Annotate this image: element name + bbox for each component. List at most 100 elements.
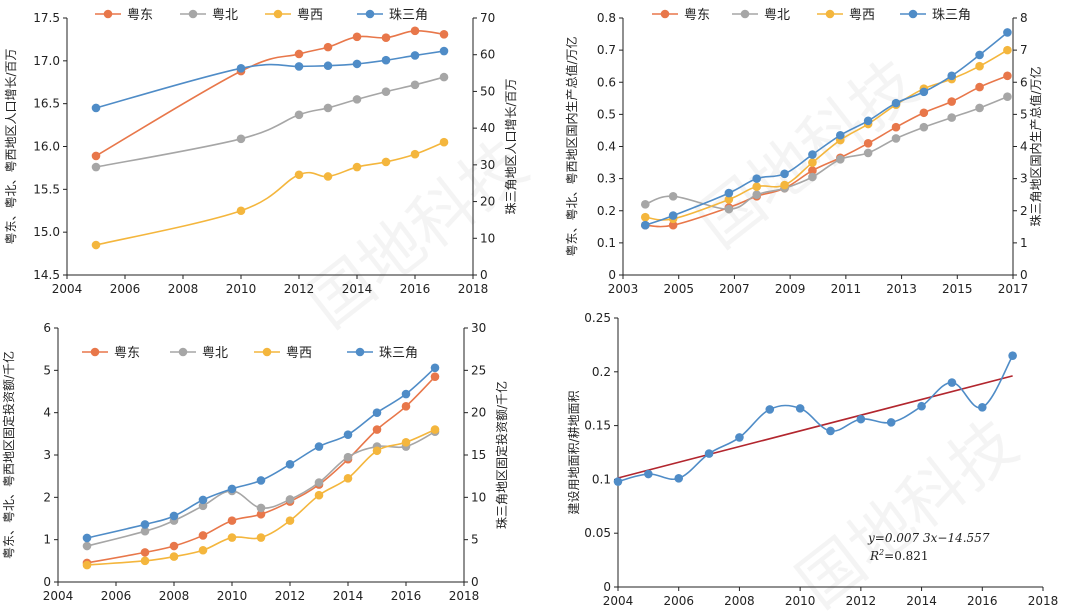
data-point bbox=[808, 150, 817, 159]
data-point bbox=[439, 137, 449, 147]
data-point bbox=[752, 174, 762, 183]
data-point bbox=[169, 552, 179, 561]
data-point bbox=[372, 408, 382, 417]
legend-swatch-marker bbox=[188, 9, 198, 19]
data-point bbox=[82, 533, 92, 543]
data-point bbox=[724, 188, 734, 198]
y2-axis-title: 珠三角地区国内生产总值/万亿 bbox=[1028, 66, 1043, 226]
data-point bbox=[735, 433, 744, 442]
y-tick-label: 0.4 bbox=[597, 140, 616, 154]
data-point bbox=[198, 495, 208, 505]
legend-label: 粤东 bbox=[114, 345, 140, 361]
data-point bbox=[401, 389, 411, 399]
data-point bbox=[82, 560, 92, 570]
data-point bbox=[410, 26, 420, 36]
data-point bbox=[1003, 45, 1012, 55]
watermark-text-2: 国地科技 bbox=[684, 47, 931, 263]
data-point bbox=[236, 63, 246, 73]
y-axis-title: 粤东、粤北、粤西地区固定投资额/千亿 bbox=[1, 351, 16, 559]
population-chart: 2004 2006 2008 2010 2012 2014 2016 201814.515.0… bbox=[3, 7, 518, 296]
data-point bbox=[919, 122, 929, 132]
data-point bbox=[91, 162, 101, 172]
watermark: 国地科技 国地科技 国地科技 bbox=[294, 47, 1031, 615]
data-point bbox=[668, 191, 678, 201]
legend-label: 粤北 bbox=[764, 7, 790, 23]
data-point bbox=[227, 516, 237, 525]
y-tick-label: 0.1 bbox=[597, 236, 616, 250]
data-point bbox=[640, 212, 650, 222]
y-tick-label: 17.0 bbox=[33, 54, 60, 68]
data-point bbox=[765, 405, 775, 414]
data-point bbox=[285, 516, 295, 525]
regression-equation: y=0.007 3x−14.557 bbox=[867, 531, 990, 545]
y-axis-title: 粤东、粤北、粤西地区国内生产总值/万亿 bbox=[564, 36, 579, 256]
legend-swatch-marker bbox=[90, 347, 100, 357]
data-point bbox=[808, 172, 817, 182]
data-point bbox=[808, 166, 817, 175]
data-point bbox=[198, 501, 208, 511]
data-point bbox=[352, 59, 362, 69]
data-point bbox=[256, 533, 266, 542]
data-point bbox=[644, 469, 653, 479]
y2-tick-label: 30 bbox=[480, 158, 495, 172]
data-point bbox=[91, 151, 101, 161]
legend: 粤东 粤北 粤西 珠三角 bbox=[95, 7, 428, 23]
data-point bbox=[401, 402, 411, 411]
x-tick-label: 2016 bbox=[967, 594, 998, 608]
data-point bbox=[808, 158, 817, 167]
data-point bbox=[724, 195, 734, 204]
y2-tick-label: 4 bbox=[1020, 140, 1028, 154]
y2-tick-label: 70 bbox=[480, 11, 495, 25]
data-point bbox=[256, 476, 266, 485]
data-point bbox=[826, 426, 835, 436]
x-tick-label: 2004 bbox=[43, 589, 74, 603]
legend-label: 粤北 bbox=[212, 7, 238, 23]
data-point bbox=[372, 425, 382, 434]
legend-swatch-marker bbox=[825, 9, 835, 19]
x-tick-label: 2007 bbox=[719, 282, 750, 296]
y-tick-label: 0.2 bbox=[592, 365, 611, 379]
y2-tick-label: 15 bbox=[471, 448, 486, 462]
y-tick-label: 15.0 bbox=[33, 225, 60, 239]
data-point bbox=[314, 442, 324, 451]
x-tick-label: 2008 bbox=[159, 589, 190, 603]
data-point bbox=[236, 206, 246, 216]
x-tick-label: 2018 bbox=[449, 589, 480, 603]
data-point bbox=[381, 157, 391, 167]
y2-tick-label: 20 bbox=[471, 406, 486, 420]
data-point bbox=[169, 541, 179, 551]
data-point bbox=[401, 438, 411, 447]
y-tick-label: 0.25 bbox=[584, 311, 611, 325]
legend-label: 粤西 bbox=[286, 345, 312, 361]
data-point bbox=[752, 182, 762, 191]
y2-tick-label: 20 bbox=[480, 195, 495, 209]
x-tick-label: 2014 bbox=[342, 282, 373, 296]
y2-tick-label: 10 bbox=[471, 490, 486, 504]
y-tick-label: 0.15 bbox=[584, 419, 611, 433]
data-point bbox=[410, 80, 420, 90]
legend-swatch-marker bbox=[262, 347, 272, 357]
data-point bbox=[439, 29, 449, 39]
y-tick-label: 0 bbox=[608, 268, 616, 282]
data-point bbox=[863, 138, 873, 148]
data-point bbox=[947, 378, 957, 387]
data-point bbox=[352, 95, 362, 104]
y2-tick-label: 8 bbox=[1020, 11, 1028, 25]
data-point bbox=[227, 533, 237, 542]
legend-label: 珠三角 bbox=[932, 8, 971, 23]
x-tick-label: 2018 bbox=[1028, 594, 1059, 608]
data-point bbox=[381, 33, 391, 43]
legend-swatch-marker bbox=[908, 9, 918, 19]
x-tick-label: 2003 bbox=[608, 282, 639, 296]
data-point bbox=[169, 511, 179, 521]
legend: 粤东 粤北 粤西 珠三角 bbox=[652, 7, 971, 23]
y-axis-title: 粤东、粤北、粤西地区人口增长/百万 bbox=[3, 48, 18, 244]
x-tick-label: 2008 bbox=[168, 282, 199, 296]
legend-swatch-marker bbox=[365, 9, 375, 19]
data-point bbox=[947, 113, 957, 122]
data-point bbox=[975, 61, 984, 71]
data-point bbox=[1003, 92, 1012, 102]
data-point bbox=[323, 172, 333, 181]
data-point bbox=[323, 42, 333, 52]
y-axis-title: 建设用地面积/耕地面积 bbox=[566, 390, 581, 514]
